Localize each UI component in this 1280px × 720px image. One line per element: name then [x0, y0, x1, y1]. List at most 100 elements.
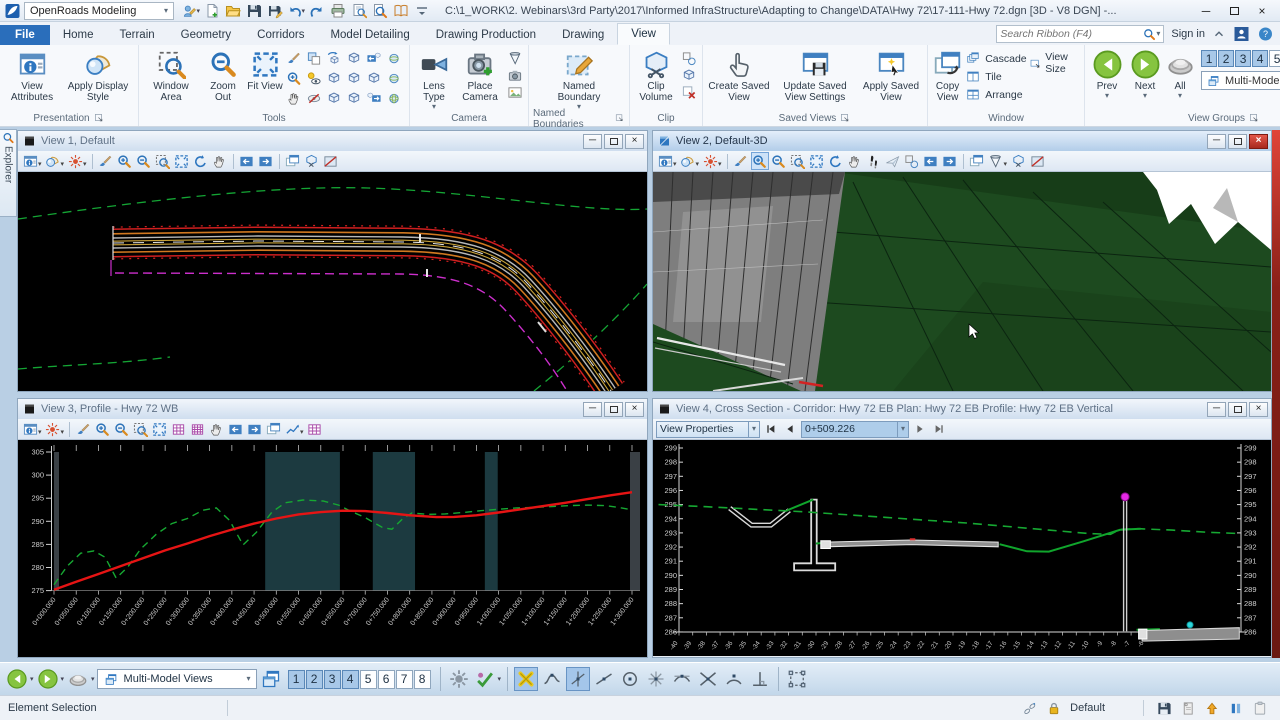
pending-update-icon[interactable]: [1203, 700, 1221, 717]
manage-view-groups-button[interactable]: [259, 667, 283, 691]
tools-tworect-icon[interactable]: [305, 50, 323, 67]
view-size-button[interactable]: View Size: [1029, 51, 1080, 75]
fly-icon[interactable]: [884, 152, 902, 170]
apply-to-all-views-button[interactable]: [66, 667, 90, 691]
ribbon-tab-view[interactable]: View: [617, 23, 670, 45]
ribbon-search[interactable]: ▾: [996, 25, 1165, 43]
tools-sphere-icon[interactable]: [385, 50, 403, 67]
pan-view-icon[interactable]: [846, 152, 864, 170]
pan-view-icon[interactable]: [211, 152, 229, 170]
print-preview-button[interactable]: [349, 2, 369, 20]
ribbon-tab-drawing-production[interactable]: Drawing Production: [435, 29, 537, 41]
view-group-selector[interactable]: Multi-Model Views ▾: [96, 669, 257, 689]
active-level-name[interactable]: Default: [1070, 702, 1105, 714]
tools-cube-icon[interactable]: [325, 90, 343, 107]
snap-intersection-button[interactable]: [696, 667, 720, 691]
first-station-button[interactable]: [763, 421, 779, 437]
window-area-button[interactable]: Window Area: [143, 47, 199, 103]
view-minimize-button[interactable]: ─: [1207, 133, 1226, 149]
view-toggle-1[interactable]: 1: [1201, 50, 1218, 67]
tools-eyeslash-icon[interactable]: [305, 90, 323, 107]
snap-tangent-button[interactable]: [670, 667, 694, 691]
tools-cube-l-icon[interactable]: [365, 50, 383, 67]
open-file-button[interactable]: [223, 2, 243, 20]
next-station-button[interactable]: [912, 421, 928, 437]
view-previous-icon[interactable]: [238, 152, 256, 170]
snap-perpendicular-button[interactable]: [748, 667, 772, 691]
clip-volume-button[interactable]: Clip Volume: [634, 47, 678, 103]
view-previous-icon[interactable]: [226, 420, 244, 438]
view-group-dropdown[interactable]: Multi-Model Views▾: [1201, 71, 1280, 90]
selection-set-button[interactable]: [785, 667, 809, 691]
accudraw-settings-button[interactable]: [447, 667, 471, 691]
tools-cube-icon[interactable]: [365, 70, 383, 87]
print-button[interactable]: [328, 2, 348, 20]
snap-tangent-point-button[interactable]: [722, 667, 746, 691]
message-center-icon[interactable]: [1179, 700, 1197, 717]
view-properties-dropdown[interactable]: View Properties ▾: [656, 420, 760, 438]
view-restore-button[interactable]: [1228, 401, 1247, 417]
view-brightness-icon[interactable]: [44, 420, 62, 438]
zoom-in-icon[interactable]: [116, 152, 134, 170]
help-icon[interactable]: ?: [1257, 26, 1274, 42]
view-next-icon[interactable]: [941, 152, 959, 170]
update-view-icon[interactable]: [74, 420, 92, 438]
all-views-button[interactable]: All ▾: [1165, 47, 1195, 100]
snap-keypoint-button[interactable]: [566, 667, 591, 691]
personal-settings-button[interactable]: ▾: [181, 2, 201, 20]
profile-navigation-icon[interactable]: [283, 420, 301, 438]
ribbon-tab-drawing[interactable]: Drawing: [562, 29, 605, 41]
vertical-exaggeration-icon[interactable]: [169, 420, 187, 438]
tools-cube-icon[interactable]: [325, 70, 343, 87]
view-2-titlebar[interactable]: View 2, Default-3D ─ ×: [653, 131, 1271, 151]
save-button[interactable]: [244, 2, 264, 20]
create-saved-view-button[interactable]: Create Saved View: [707, 47, 771, 103]
snap-midpoint-button[interactable]: [592, 667, 616, 691]
clip-mask-icon[interactable]: [1028, 152, 1046, 170]
customize-toolbar-button[interactable]: [412, 2, 432, 20]
navigate-forward-button[interactable]: [36, 667, 60, 691]
view-attributes-icon[interactable]: [21, 420, 39, 438]
arrange-button[interactable]: Arrange: [965, 87, 1026, 102]
ribbon-tab-geometry[interactable]: Geometry: [180, 29, 232, 41]
tools-globe-icon[interactable]: [385, 90, 403, 107]
previous-view-group-button[interactable]: Prev ▾: [1089, 47, 1125, 100]
clip-view-icon[interactable]: [987, 152, 1005, 170]
view-toggle-5[interactable]: 5: [1269, 50, 1280, 67]
data-validation-button[interactable]: [473, 667, 497, 691]
next-view-group-button[interactable]: Next ▾: [1127, 47, 1163, 100]
tools-cube-r-icon[interactable]: [365, 90, 383, 107]
update-view-icon[interactable]: [97, 152, 115, 170]
clip-mask-icon[interactable]: [322, 152, 340, 170]
zoom-out-icon[interactable]: [112, 420, 130, 438]
undo-button[interactable]: ▾: [286, 2, 306, 20]
pan-view-icon[interactable]: [207, 420, 225, 438]
clip-redx-icon[interactable]: [680, 84, 698, 101]
view-restore-button[interactable]: [1228, 133, 1247, 149]
view-2-canvas[interactable]: [653, 172, 1271, 391]
unsaved-changes-icon[interactable]: [1155, 700, 1173, 717]
ribbon-tab-file[interactable]: File: [0, 25, 50, 45]
tile-button[interactable]: Tile: [965, 69, 1026, 84]
close-button[interactable]: ×: [1258, 3, 1266, 18]
view-toggle-2[interactable]: 2: [305, 669, 323, 689]
view-1-titlebar[interactable]: View 1, Default ─ ×: [18, 131, 647, 151]
exaggeration-step-icon[interactable]: [188, 420, 206, 438]
accusnap-toggle-button[interactable]: [514, 667, 539, 691]
zoom-in-icon[interactable]: [93, 420, 111, 438]
update-view-icon[interactable]: [732, 152, 750, 170]
window-area-icon[interactable]: [154, 152, 172, 170]
camera-cam-s-icon[interactable]: [506, 67, 524, 84]
clipboard-status-icon[interactable]: [1251, 700, 1269, 717]
profile-grid-icon[interactable]: [306, 420, 324, 438]
dialog-launcher-icon[interactable]: [840, 113, 851, 124]
rotate-view-icon[interactable]: [192, 152, 210, 170]
window-area-icon[interactable]: [789, 152, 807, 170]
view-attributes-icon[interactable]: [656, 152, 674, 170]
ribbon-tab-terrain[interactable]: Terrain: [119, 29, 155, 41]
view-minimize-button[interactable]: ─: [583, 133, 602, 149]
apply-display-style-button[interactable]: Apply Display Style: [62, 47, 134, 103]
clip-shapecopy-icon[interactable]: [680, 50, 698, 67]
view-toggle-7[interactable]: 7: [395, 669, 413, 689]
view-close-button[interactable]: ×: [1249, 401, 1268, 417]
